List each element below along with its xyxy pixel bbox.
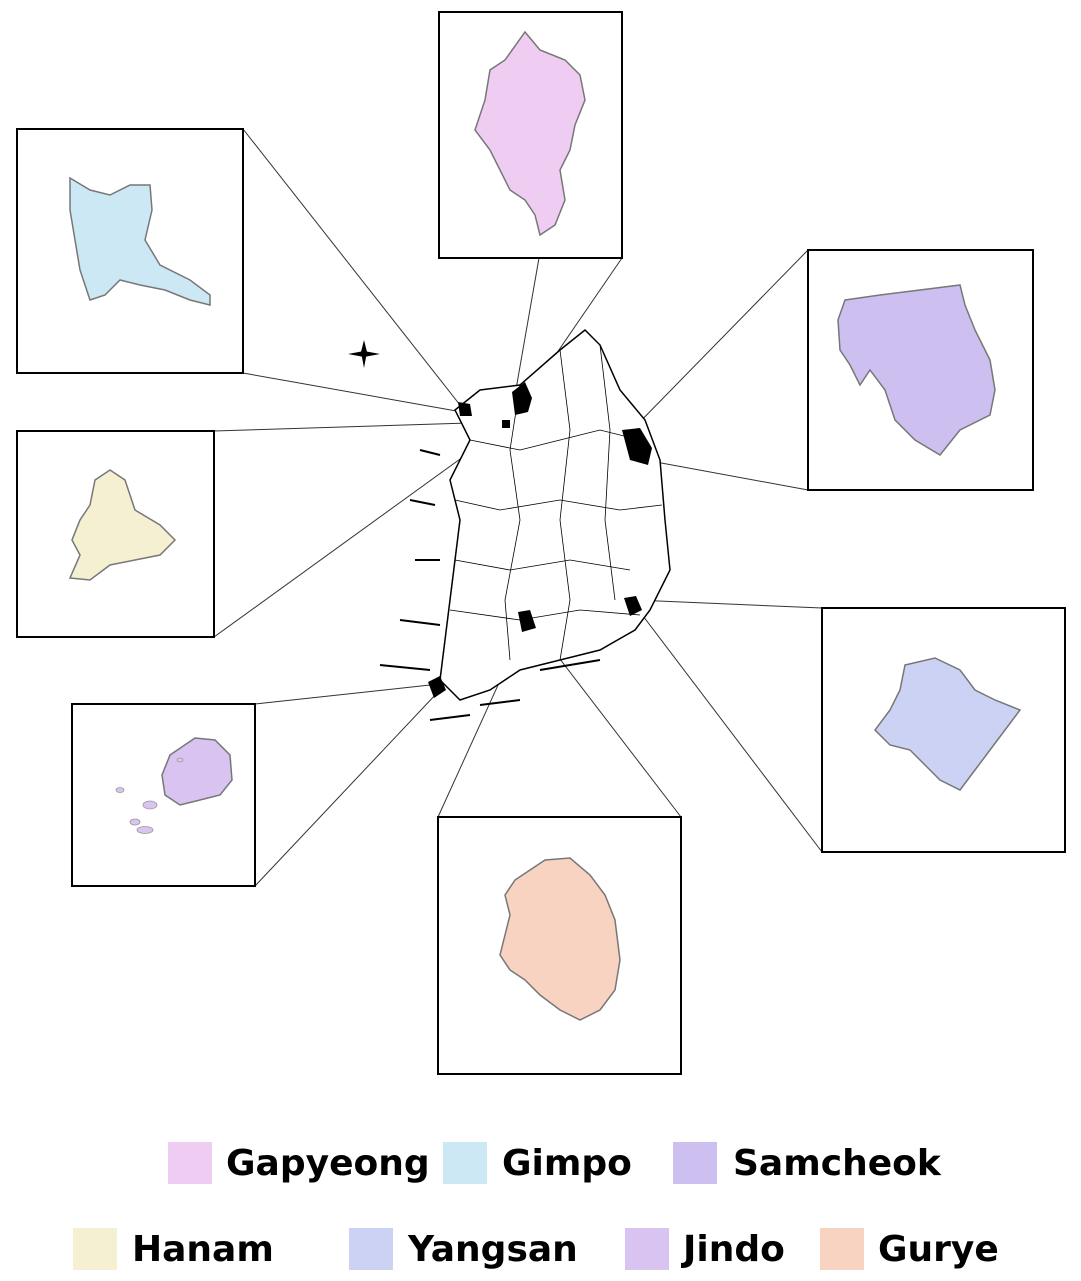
islet <box>115 787 125 793</box>
insets <box>16 11 1066 1075</box>
islet <box>129 818 141 826</box>
legend-swatch <box>443 1142 487 1184</box>
islet <box>176 757 184 763</box>
district-shape <box>69 176 211 306</box>
legend-swatch <box>625 1228 669 1270</box>
district-shape <box>161 737 233 806</box>
legend-swatch <box>673 1142 717 1184</box>
inset-frame <box>71 703 256 887</box>
district-shape <box>837 284 996 456</box>
district-shape <box>474 30 586 237</box>
legend-label: Gurye <box>878 1229 999 1270</box>
district-shape <box>499 857 621 1021</box>
islet <box>142 800 158 810</box>
islet <box>136 826 154 834</box>
legend-label: Hanam <box>132 1229 274 1270</box>
legend-label: Samcheok <box>733 1143 942 1184</box>
legend-label: Yangsan <box>407 1229 578 1270</box>
legend-label: Gapyeong <box>226 1143 430 1184</box>
legend-swatch <box>73 1228 117 1270</box>
district-shape <box>68 469 177 581</box>
district-shape <box>874 657 1022 791</box>
compass <box>348 340 380 368</box>
korea-map <box>379 328 671 721</box>
legend-label: Gimpo <box>502 1143 632 1184</box>
legend-label: Jindo <box>680 1229 785 1270</box>
inset-frame <box>16 128 244 374</box>
legend-swatch <box>820 1228 864 1270</box>
legend-swatch <box>168 1142 212 1184</box>
legend-swatch <box>349 1228 393 1270</box>
legend: Gapyeong Gimpo Samcheok Hanam Yangsan Jindo Gu… <box>73 1142 999 1270</box>
